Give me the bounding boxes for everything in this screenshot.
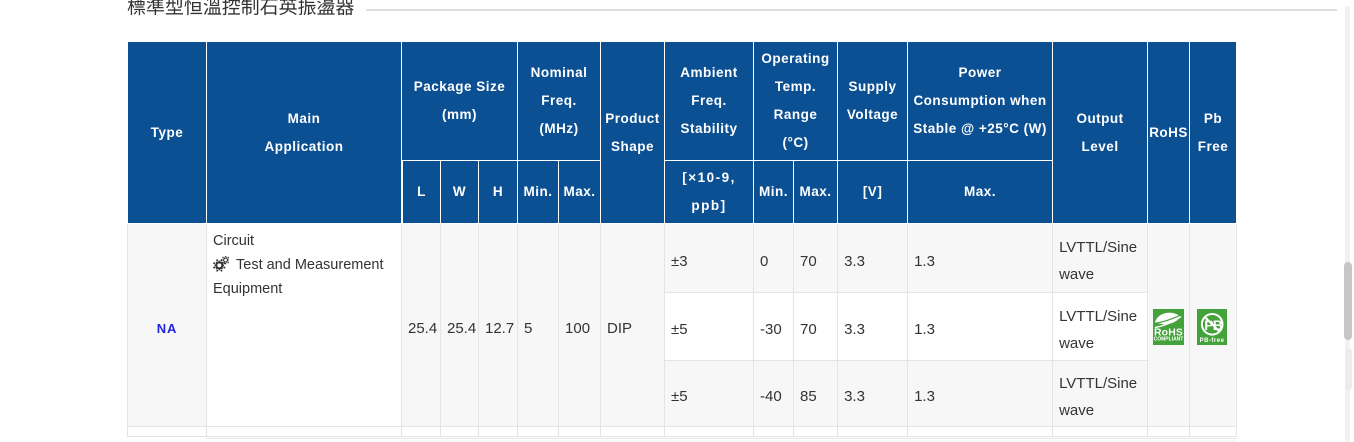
svg-text:PB: PB — [1204, 317, 1223, 333]
svg-text:PB-free: PB-free — [1199, 338, 1224, 344]
svg-text:COMPLIANT: COMPLIANT — [1154, 336, 1184, 342]
svg-text:RoHS: RoHS — [1154, 327, 1183, 338]
